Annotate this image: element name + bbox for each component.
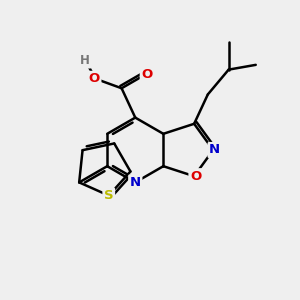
Text: O: O: [141, 68, 152, 81]
Text: S: S: [104, 189, 114, 202]
Text: H: H: [80, 54, 90, 67]
Text: O: O: [88, 72, 100, 85]
Text: O: O: [190, 170, 201, 183]
Text: N: N: [209, 143, 220, 157]
Text: N: N: [130, 176, 141, 189]
